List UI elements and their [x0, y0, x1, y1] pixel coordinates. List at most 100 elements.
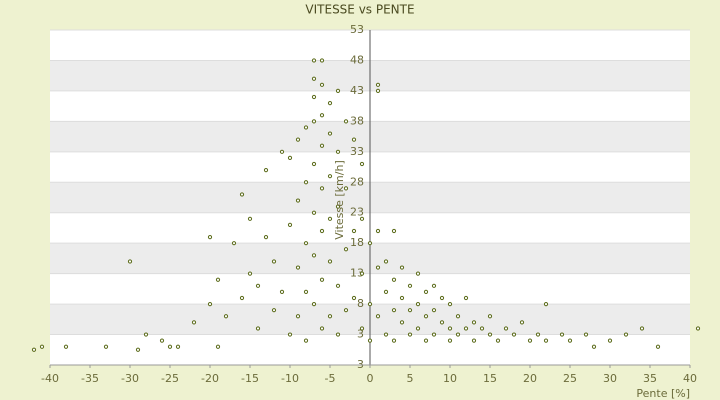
point — [375, 82, 381, 87]
point — [519, 320, 525, 325]
point — [343, 186, 349, 191]
point — [311, 253, 317, 258]
point — [263, 234, 269, 240]
point — [327, 131, 333, 136]
point — [463, 326, 469, 331]
point — [447, 301, 453, 307]
point — [431, 283, 437, 288]
point — [207, 234, 213, 240]
x-tick-label: -25 — [161, 372, 179, 385]
point — [215, 277, 221, 282]
point — [319, 228, 325, 234]
point — [543, 301, 549, 307]
point — [351, 228, 357, 234]
point — [463, 295, 469, 301]
point — [167, 344, 173, 349]
point — [439, 320, 445, 325]
point — [527, 338, 533, 343]
point — [391, 228, 397, 234]
x-tick-label: 25 — [563, 372, 577, 385]
point — [471, 320, 477, 325]
x-tick-label: 30 — [603, 372, 617, 385]
y-tick-label: 53 — [350, 23, 364, 36]
point — [343, 247, 349, 252]
point — [351, 137, 357, 142]
point — [255, 283, 261, 288]
point — [311, 58, 317, 63]
x-tick-label: -40 — [41, 372, 59, 385]
point — [335, 88, 341, 94]
point — [223, 314, 229, 319]
point — [431, 332, 437, 337]
point — [415, 271, 421, 276]
y-axis-label: Vitesse [km/h] — [333, 160, 346, 240]
point — [695, 326, 701, 331]
point — [407, 332, 413, 337]
point — [567, 338, 573, 343]
x-tick-label: -10 — [281, 372, 299, 385]
x-tick-label: 35 — [643, 372, 657, 385]
point — [415, 301, 421, 307]
point — [143, 332, 149, 337]
point — [327, 174, 333, 179]
point — [503, 326, 509, 331]
point — [375, 88, 381, 94]
point — [623, 332, 629, 337]
x-axis-label: Pente [%] — [636, 387, 690, 400]
point — [591, 344, 597, 349]
point — [327, 100, 333, 106]
point — [255, 326, 261, 331]
point — [135, 347, 141, 352]
point — [607, 338, 613, 343]
point — [295, 137, 301, 142]
point — [127, 259, 133, 264]
point — [279, 149, 285, 154]
point — [311, 76, 317, 81]
point — [407, 308, 413, 313]
y-tick-label: 18 — [350, 236, 364, 249]
point — [319, 82, 325, 87]
point — [367, 241, 373, 246]
point — [247, 216, 253, 221]
point — [335, 204, 341, 209]
point — [327, 216, 333, 221]
point — [367, 338, 373, 343]
point — [319, 113, 325, 118]
point — [431, 308, 437, 313]
x-tick-label: -30 — [121, 372, 139, 385]
point — [359, 161, 365, 167]
point — [303, 241, 309, 246]
point — [535, 332, 541, 337]
point — [423, 289, 429, 295]
point — [479, 326, 485, 331]
point — [383, 259, 389, 264]
plot-area: 534843383328231813833-40-35-30-25-20-15-… — [31, 23, 701, 385]
point — [303, 338, 309, 343]
point — [583, 332, 589, 337]
point — [383, 289, 389, 295]
point — [455, 332, 461, 337]
point — [375, 265, 381, 270]
point — [239, 192, 245, 197]
point — [287, 332, 293, 337]
x-tick-label: 15 — [483, 372, 497, 385]
point — [311, 301, 317, 307]
point — [399, 295, 405, 301]
point — [287, 222, 293, 228]
point — [335, 332, 341, 337]
point — [327, 314, 333, 319]
point — [279, 289, 285, 295]
point — [351, 295, 357, 301]
point — [319, 186, 325, 191]
point — [303, 180, 309, 185]
point — [511, 332, 517, 337]
x-tick-label: -35 — [81, 372, 99, 385]
point — [655, 344, 661, 349]
y-tick-label: 48 — [350, 53, 364, 66]
point — [311, 161, 317, 167]
point — [423, 314, 429, 319]
point — [543, 338, 549, 343]
point — [399, 265, 405, 270]
y-tick-label: 3 — [357, 328, 364, 341]
point — [295, 265, 301, 270]
